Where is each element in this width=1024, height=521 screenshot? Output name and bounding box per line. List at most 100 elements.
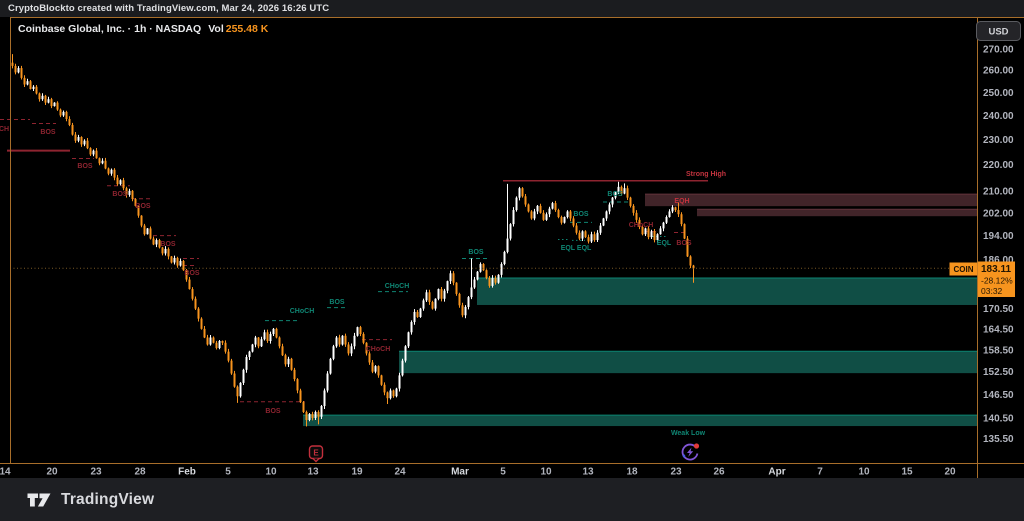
tradingview-wordmark[interactable]: TradingView — [61, 490, 155, 508]
time-tick-label: 19 — [351, 467, 363, 478]
candle-body — [620, 186, 623, 194]
candle-body — [374, 366, 377, 372]
candle-body — [272, 328, 275, 335]
candle-body — [692, 265, 695, 269]
time-tick-label: 13 — [582, 467, 594, 478]
candle-body — [227, 351, 230, 361]
price-tick-label: 170.50 — [983, 304, 1014, 315]
candle-body — [674, 207, 677, 211]
candle-body — [515, 197, 518, 211]
supply-zone[interactable] — [645, 194, 977, 207]
candle-body — [521, 188, 524, 197]
candle-body — [662, 222, 665, 229]
candle-body — [140, 215, 143, 226]
candle-body — [611, 197, 614, 205]
candle-body — [332, 346, 335, 359]
time-tick-label: 5 — [500, 467, 506, 478]
demand-zone[interactable] — [399, 351, 977, 374]
candle-body — [380, 375, 383, 385]
candle-body — [80, 137, 83, 145]
time-tick-label: 10 — [265, 467, 277, 478]
candle-body — [458, 293, 461, 306]
candle-body — [545, 214, 548, 220]
candle-body — [560, 217, 563, 223]
candle-body — [158, 240, 161, 248]
candle-body — [497, 274, 500, 283]
candle-body — [653, 231, 656, 241]
candle-body — [635, 212, 638, 220]
candle-body — [32, 86, 35, 89]
candle-body — [536, 205, 539, 212]
smc-label: BOS — [40, 129, 56, 136]
time-axis[interactable] — [0, 463, 977, 478]
time-tick-label: 28 — [134, 467, 146, 478]
candle-body — [437, 289, 440, 299]
candle-body — [56, 102, 59, 110]
structure-labels-layer: CH BOS BOS BOS BOS BOS BOS BOS CHoCH CHoCH BOS CHoC… — [0, 126, 726, 437]
candle-body — [629, 197, 632, 206]
candle-body — [371, 362, 374, 372]
smc-label: BOS — [468, 249, 484, 256]
candle-body — [176, 257, 179, 266]
candle-body — [377, 366, 380, 376]
candle-body — [596, 232, 599, 241]
attribution-bar: CryptoBlockto created with TradingView.c… — [0, 0, 1024, 17]
time-tick-labels: 14 20 23 28 Feb 5 10 13 19 24 Mar 5 10 13 18 23 26 Apr 7 10… — [0, 467, 956, 478]
candle-body — [50, 99, 53, 107]
demand-zone[interactable] — [303, 415, 977, 427]
supply-zone[interactable] — [697, 209, 977, 217]
legend[interactable]: Coinbase Global, Inc. · 1h · NASDAQ Vol 25… — [18, 23, 269, 35]
candle-body — [224, 342, 227, 352]
candle-body — [296, 379, 299, 391]
candle-body — [230, 360, 233, 374]
candle-body — [509, 224, 512, 239]
price-tick-label: 202.00 — [983, 208, 1014, 219]
candle-body — [77, 137, 80, 141]
candle-body — [365, 342, 368, 354]
time-tick-label: 15 — [901, 467, 913, 478]
candle-body — [476, 271, 479, 280]
candle-body — [200, 318, 203, 329]
tradingview-logo-icon[interactable] — [27, 490, 52, 510]
smc-label: EQL EQL — [561, 245, 592, 252]
candle-body — [608, 204, 611, 212]
candle-body — [338, 337, 341, 345]
chart-pane[interactable] — [10, 17, 977, 463]
candle-body — [92, 150, 95, 155]
smc-label: BOS — [184, 270, 200, 277]
candle-body — [35, 86, 38, 94]
candle-body — [683, 224, 686, 239]
candle-body — [383, 384, 386, 393]
smc-label: CHoCH — [629, 222, 654, 229]
legend-symbol-title[interactable]: Coinbase Global, Inc. · 1h · NASDAQ — [18, 23, 201, 35]
candle-body — [233, 373, 236, 387]
time-tick-month-label: Feb — [178, 467, 196, 478]
candle-body — [551, 203, 554, 209]
candle-body — [260, 339, 263, 347]
candle-body — [473, 279, 476, 288]
candle-body — [167, 248, 170, 257]
price-tick-label: 186.00 — [983, 255, 1014, 266]
candle-body — [569, 211, 572, 219]
structure-lines-layer — [0, 118, 708, 403]
price-tick-label: 240.00 — [983, 111, 1014, 122]
smc-label: BOS — [573, 211, 589, 218]
smc-label: BOS — [676, 240, 692, 247]
earnings-icon[interactable]: E — [308, 445, 324, 463]
time-tick-label: 26 — [713, 467, 725, 478]
economic-event-icon[interactable] — [681, 443, 700, 461]
candle-body — [341, 335, 344, 345]
candle-body — [578, 232, 581, 239]
currency-usd-button[interactable]: USD — [976, 21, 1021, 41]
candle-body — [455, 282, 458, 294]
footer-bar: TradingView — [0, 478, 1024, 521]
price-tick-label: 158.50 — [983, 345, 1014, 356]
candle-body — [209, 337, 212, 345]
candle-body — [65, 111, 68, 119]
demand-zone[interactable] — [477, 277, 977, 305]
candle-body — [41, 95, 44, 100]
smc-label: Strong High — [686, 171, 726, 178]
candle-body — [197, 308, 200, 319]
event-circle — [681, 443, 699, 461]
candle-body — [68, 118, 71, 125]
